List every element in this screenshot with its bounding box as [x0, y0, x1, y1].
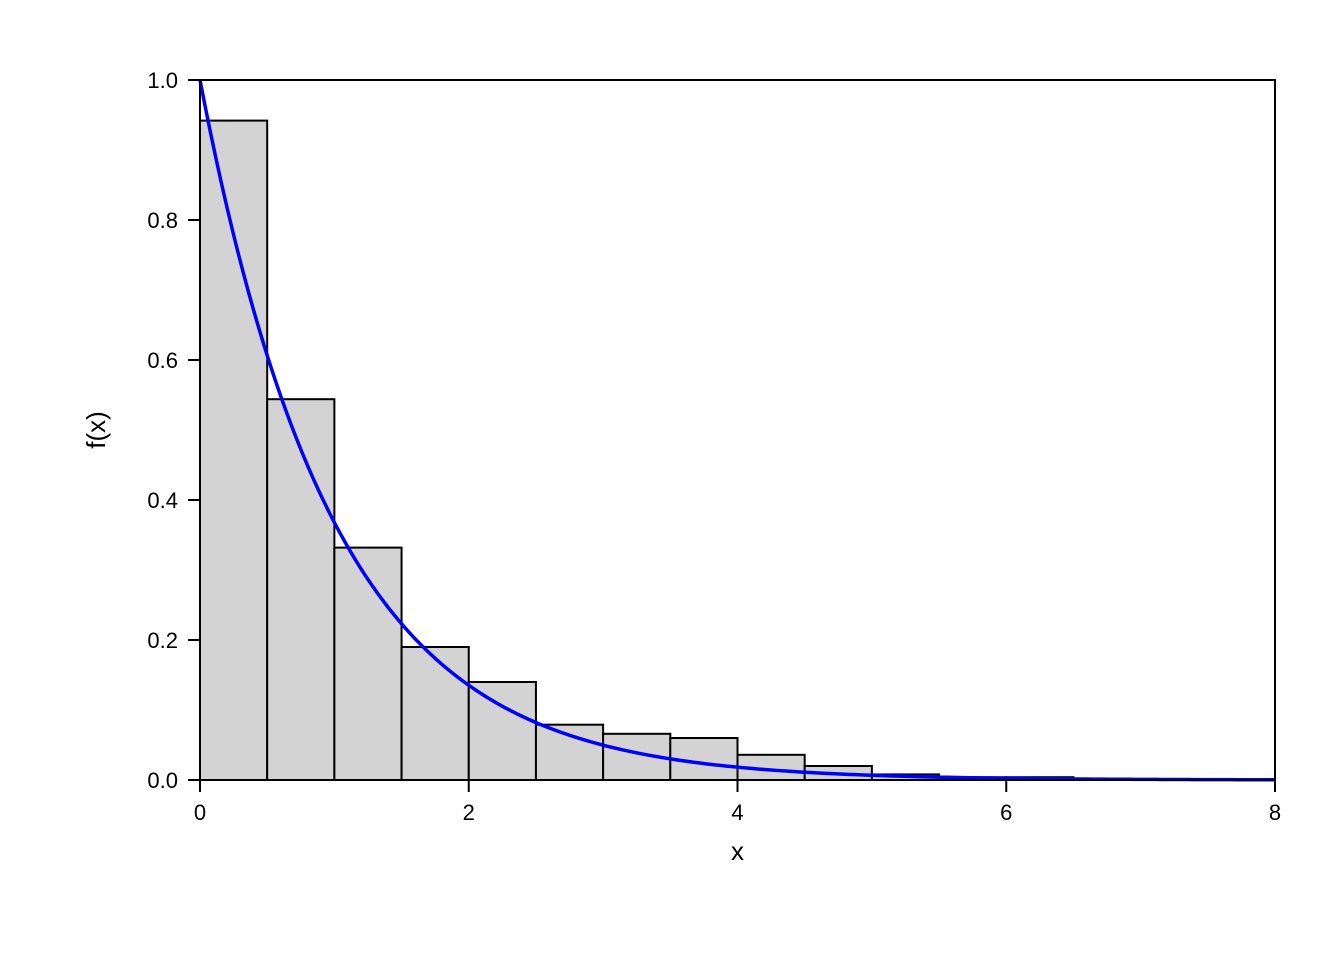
histogram-bar [267, 399, 334, 780]
histogram-bar [469, 682, 536, 780]
histogram-bar [200, 121, 267, 780]
x-tick-label: 0 [194, 800, 206, 825]
histogram-bar [536, 725, 603, 780]
y-axis-title: f(x) [81, 411, 111, 449]
x-axis-title: x [731, 836, 744, 866]
x-tick-label: 2 [463, 800, 475, 825]
histogram-bar [402, 647, 469, 780]
histogram-chart: 0 2 4 6 8 0.0 0.2 0.4 0.6 0.8 1.0 x f(x) [0, 0, 1344, 960]
x-tick-label: 8 [1269, 800, 1281, 825]
y-tick-label: 0.2 [147, 628, 178, 653]
y-tick-label: 0.4 [147, 488, 178, 513]
y-tick-label: 0.0 [147, 768, 178, 793]
x-tick-label: 6 [1000, 800, 1012, 825]
y-tick-label: 0.8 [147, 208, 178, 233]
x-tick-label: 4 [731, 800, 743, 825]
y-tick-label: 0.6 [147, 348, 178, 373]
y-tick-label: 1.0 [147, 68, 178, 93]
